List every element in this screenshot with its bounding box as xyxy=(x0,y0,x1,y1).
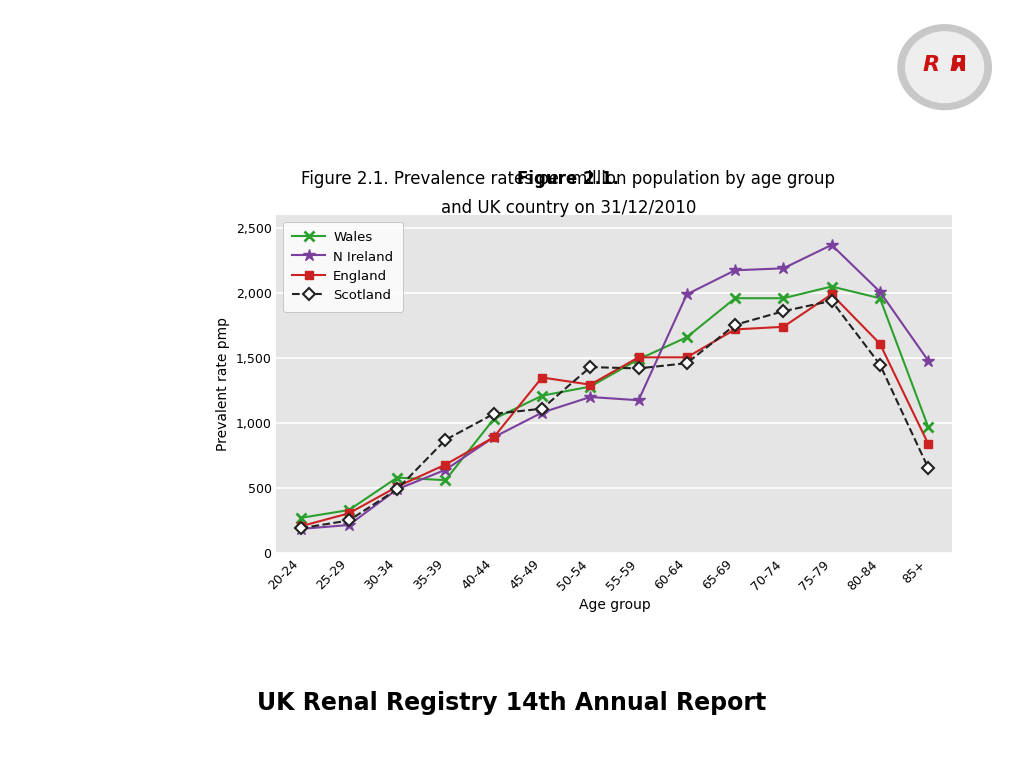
Scotland xyxy=(922,463,934,472)
Wales xyxy=(681,333,693,342)
Line: England: England xyxy=(297,290,932,531)
Legend: Wales, N Ireland, England, Scotland: Wales, N Ireland, England, Scotland xyxy=(283,222,402,312)
Wales xyxy=(873,293,886,303)
Text: and UK country on 31/12/2010: and UK country on 31/12/2010 xyxy=(440,200,696,217)
England xyxy=(584,380,596,389)
Wales xyxy=(391,473,403,482)
England xyxy=(681,353,693,362)
England xyxy=(633,353,645,362)
Wales xyxy=(295,513,307,522)
Wales xyxy=(536,391,548,400)
England xyxy=(536,373,548,382)
N Ireland xyxy=(825,240,838,250)
England xyxy=(487,432,500,442)
Scotland xyxy=(391,485,403,494)
England xyxy=(295,521,307,531)
N Ireland xyxy=(584,392,596,402)
N Ireland xyxy=(922,356,934,366)
Wales xyxy=(439,475,452,485)
Scotland xyxy=(777,306,790,316)
Scotland xyxy=(584,362,596,372)
Scotland xyxy=(487,409,500,419)
Scotland xyxy=(873,360,886,369)
Wales xyxy=(825,282,838,291)
Scotland xyxy=(825,296,838,306)
England xyxy=(825,290,838,299)
Y-axis label: Prevalent rate pmp: Prevalent rate pmp xyxy=(216,317,230,451)
England xyxy=(922,439,934,449)
Wales xyxy=(777,293,790,303)
Text: Figure 2.1.: Figure 2.1. xyxy=(517,170,620,188)
England xyxy=(873,339,886,349)
Wales xyxy=(584,382,596,391)
N Ireland xyxy=(487,432,500,442)
Scotland xyxy=(729,320,741,329)
Line: Wales: Wales xyxy=(296,282,933,523)
England xyxy=(777,323,790,332)
Circle shape xyxy=(905,32,983,103)
Wales xyxy=(633,355,645,364)
N Ireland xyxy=(633,396,645,405)
Text: Я: Я xyxy=(949,55,967,75)
Text: R: R xyxy=(949,55,967,75)
England xyxy=(439,460,452,469)
Wales xyxy=(922,422,934,432)
Text: Figure 2.1. Prevalence rates per million population by age group: Figure 2.1. Prevalence rates per million… xyxy=(301,170,836,188)
Wales xyxy=(343,505,355,515)
N Ireland xyxy=(439,465,452,475)
Line: N Ireland: N Ireland xyxy=(294,239,935,535)
Text: UK Renal Registry 14th Annual Report: UK Renal Registry 14th Annual Report xyxy=(257,690,767,715)
Wales xyxy=(729,293,741,303)
Scotland xyxy=(295,524,307,533)
Text: R: R xyxy=(923,55,940,75)
Scotland xyxy=(633,364,645,373)
N Ireland xyxy=(729,266,741,275)
N Ireland xyxy=(873,287,886,296)
Scotland xyxy=(343,516,355,525)
N Ireland xyxy=(295,525,307,534)
N Ireland xyxy=(343,521,355,530)
England xyxy=(729,325,741,334)
X-axis label: Age group: Age group xyxy=(579,598,650,612)
Scotland xyxy=(681,359,693,368)
N Ireland xyxy=(391,485,403,494)
England xyxy=(343,508,355,518)
Circle shape xyxy=(898,25,991,110)
Scotland xyxy=(439,435,452,445)
Line: Scotland: Scotland xyxy=(297,296,932,532)
Wales xyxy=(487,415,500,424)
N Ireland xyxy=(681,290,693,299)
N Ireland xyxy=(536,408,548,417)
England xyxy=(391,482,403,492)
Scotland xyxy=(536,404,548,413)
N Ireland xyxy=(777,263,790,273)
